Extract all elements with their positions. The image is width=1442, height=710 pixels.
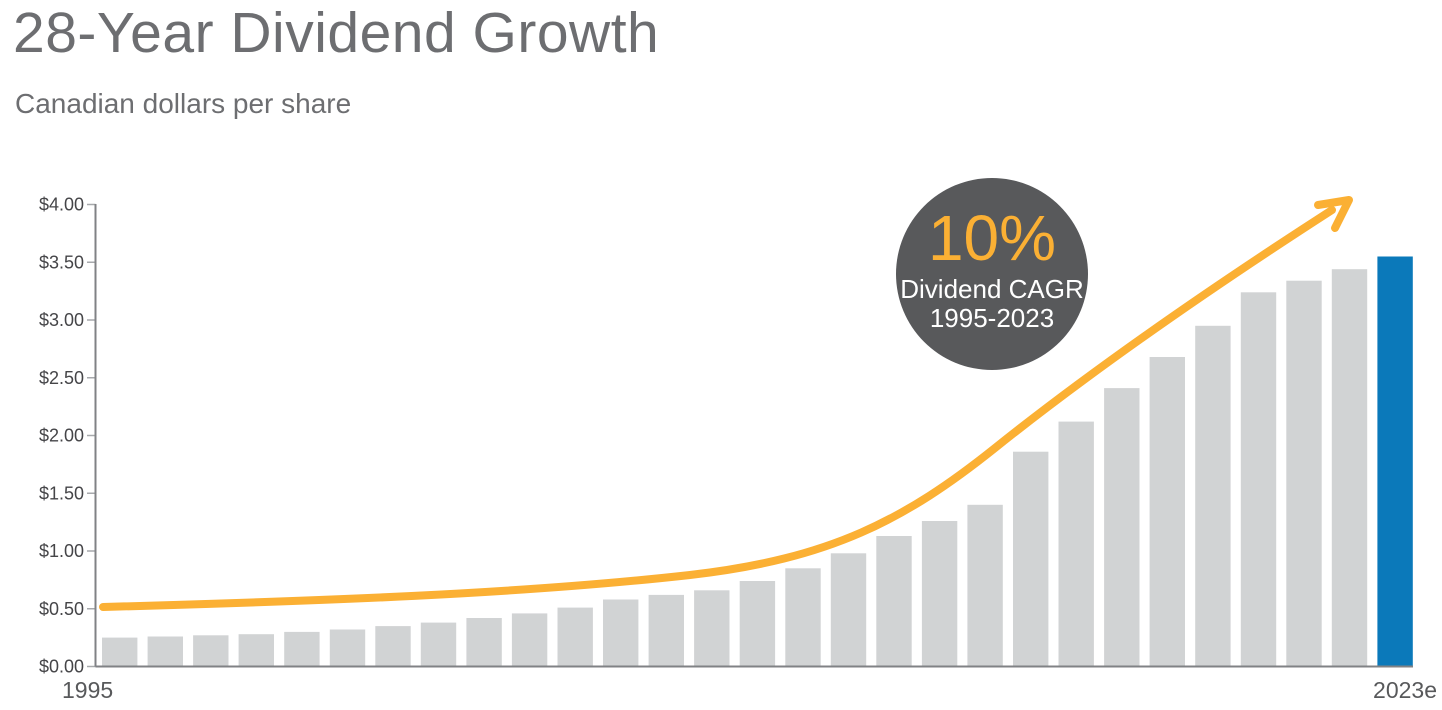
x-label-start: 1995 — [62, 677, 113, 703]
bar-1998 — [238, 634, 274, 667]
x-label-end: 2023e — [1373, 677, 1437, 703]
bar-2002 — [420, 622, 457, 667]
bar-2023e — [1377, 256, 1413, 667]
growth-arrow-head — [1314, 196, 1353, 232]
bar-2015 — [1013, 451, 1049, 667]
bar-2014 — [967, 504, 1003, 667]
bar-2000 — [329, 629, 366, 667]
y-tick-label: $3.50 — [39, 252, 84, 272]
bar-2020 — [1240, 292, 1277, 667]
bar-2013 — [921, 521, 958, 667]
y-tick-label: $1.50 — [39, 483, 84, 503]
y-tick-label: $1.00 — [39, 541, 84, 561]
bar-1999 — [284, 631, 320, 667]
cagr-years: 1995-2023 — [929, 302, 1055, 333]
bar-2001 — [375, 626, 411, 667]
y-tick-label: $4.00 — [39, 195, 84, 215]
bar-1997 — [193, 635, 229, 667]
bar-2018 — [1149, 357, 1185, 667]
bar-2009 — [739, 581, 776, 667]
bar-2007 — [648, 594, 684, 667]
bar-2016 — [1058, 421, 1094, 667]
growth-arrow-shaft — [99, 206, 1336, 611]
bar-2005 — [557, 607, 593, 667]
y-tick-label: $0.50 — [39, 599, 84, 619]
y-tick-label: $3.00 — [39, 310, 84, 330]
y-tick-label: $0.00 — [39, 657, 84, 677]
bar-2022 — [1331, 269, 1368, 667]
y-tick-label: $2.50 — [39, 368, 84, 388]
y-tick-label: $2.00 — [39, 426, 84, 446]
page-subtitle: Canadian dollars per share — [15, 88, 352, 119]
bar-2017 — [1104, 388, 1140, 667]
cagr-label: Dividend CAGR — [900, 274, 1084, 305]
bar-2011 — [830, 553, 867, 667]
bar-2010 — [785, 568, 821, 667]
bar-2019 — [1195, 325, 1231, 667]
cagr-percent: 10% — [927, 202, 1057, 275]
bar-2003 — [466, 618, 502, 667]
bar-2021 — [1286, 280, 1322, 667]
bar-1996 — [147, 636, 183, 667]
bar-2012 — [876, 536, 912, 667]
bar-1995 — [102, 637, 138, 667]
bar-2008 — [694, 590, 730, 667]
bar-2006 — [603, 599, 639, 667]
cagr-badge: 10% Dividend CAGR 1995-2023 — [896, 178, 1088, 370]
page-title: 28-Year Dividend Growth — [13, 1, 660, 65]
bar-2004 — [511, 613, 548, 667]
